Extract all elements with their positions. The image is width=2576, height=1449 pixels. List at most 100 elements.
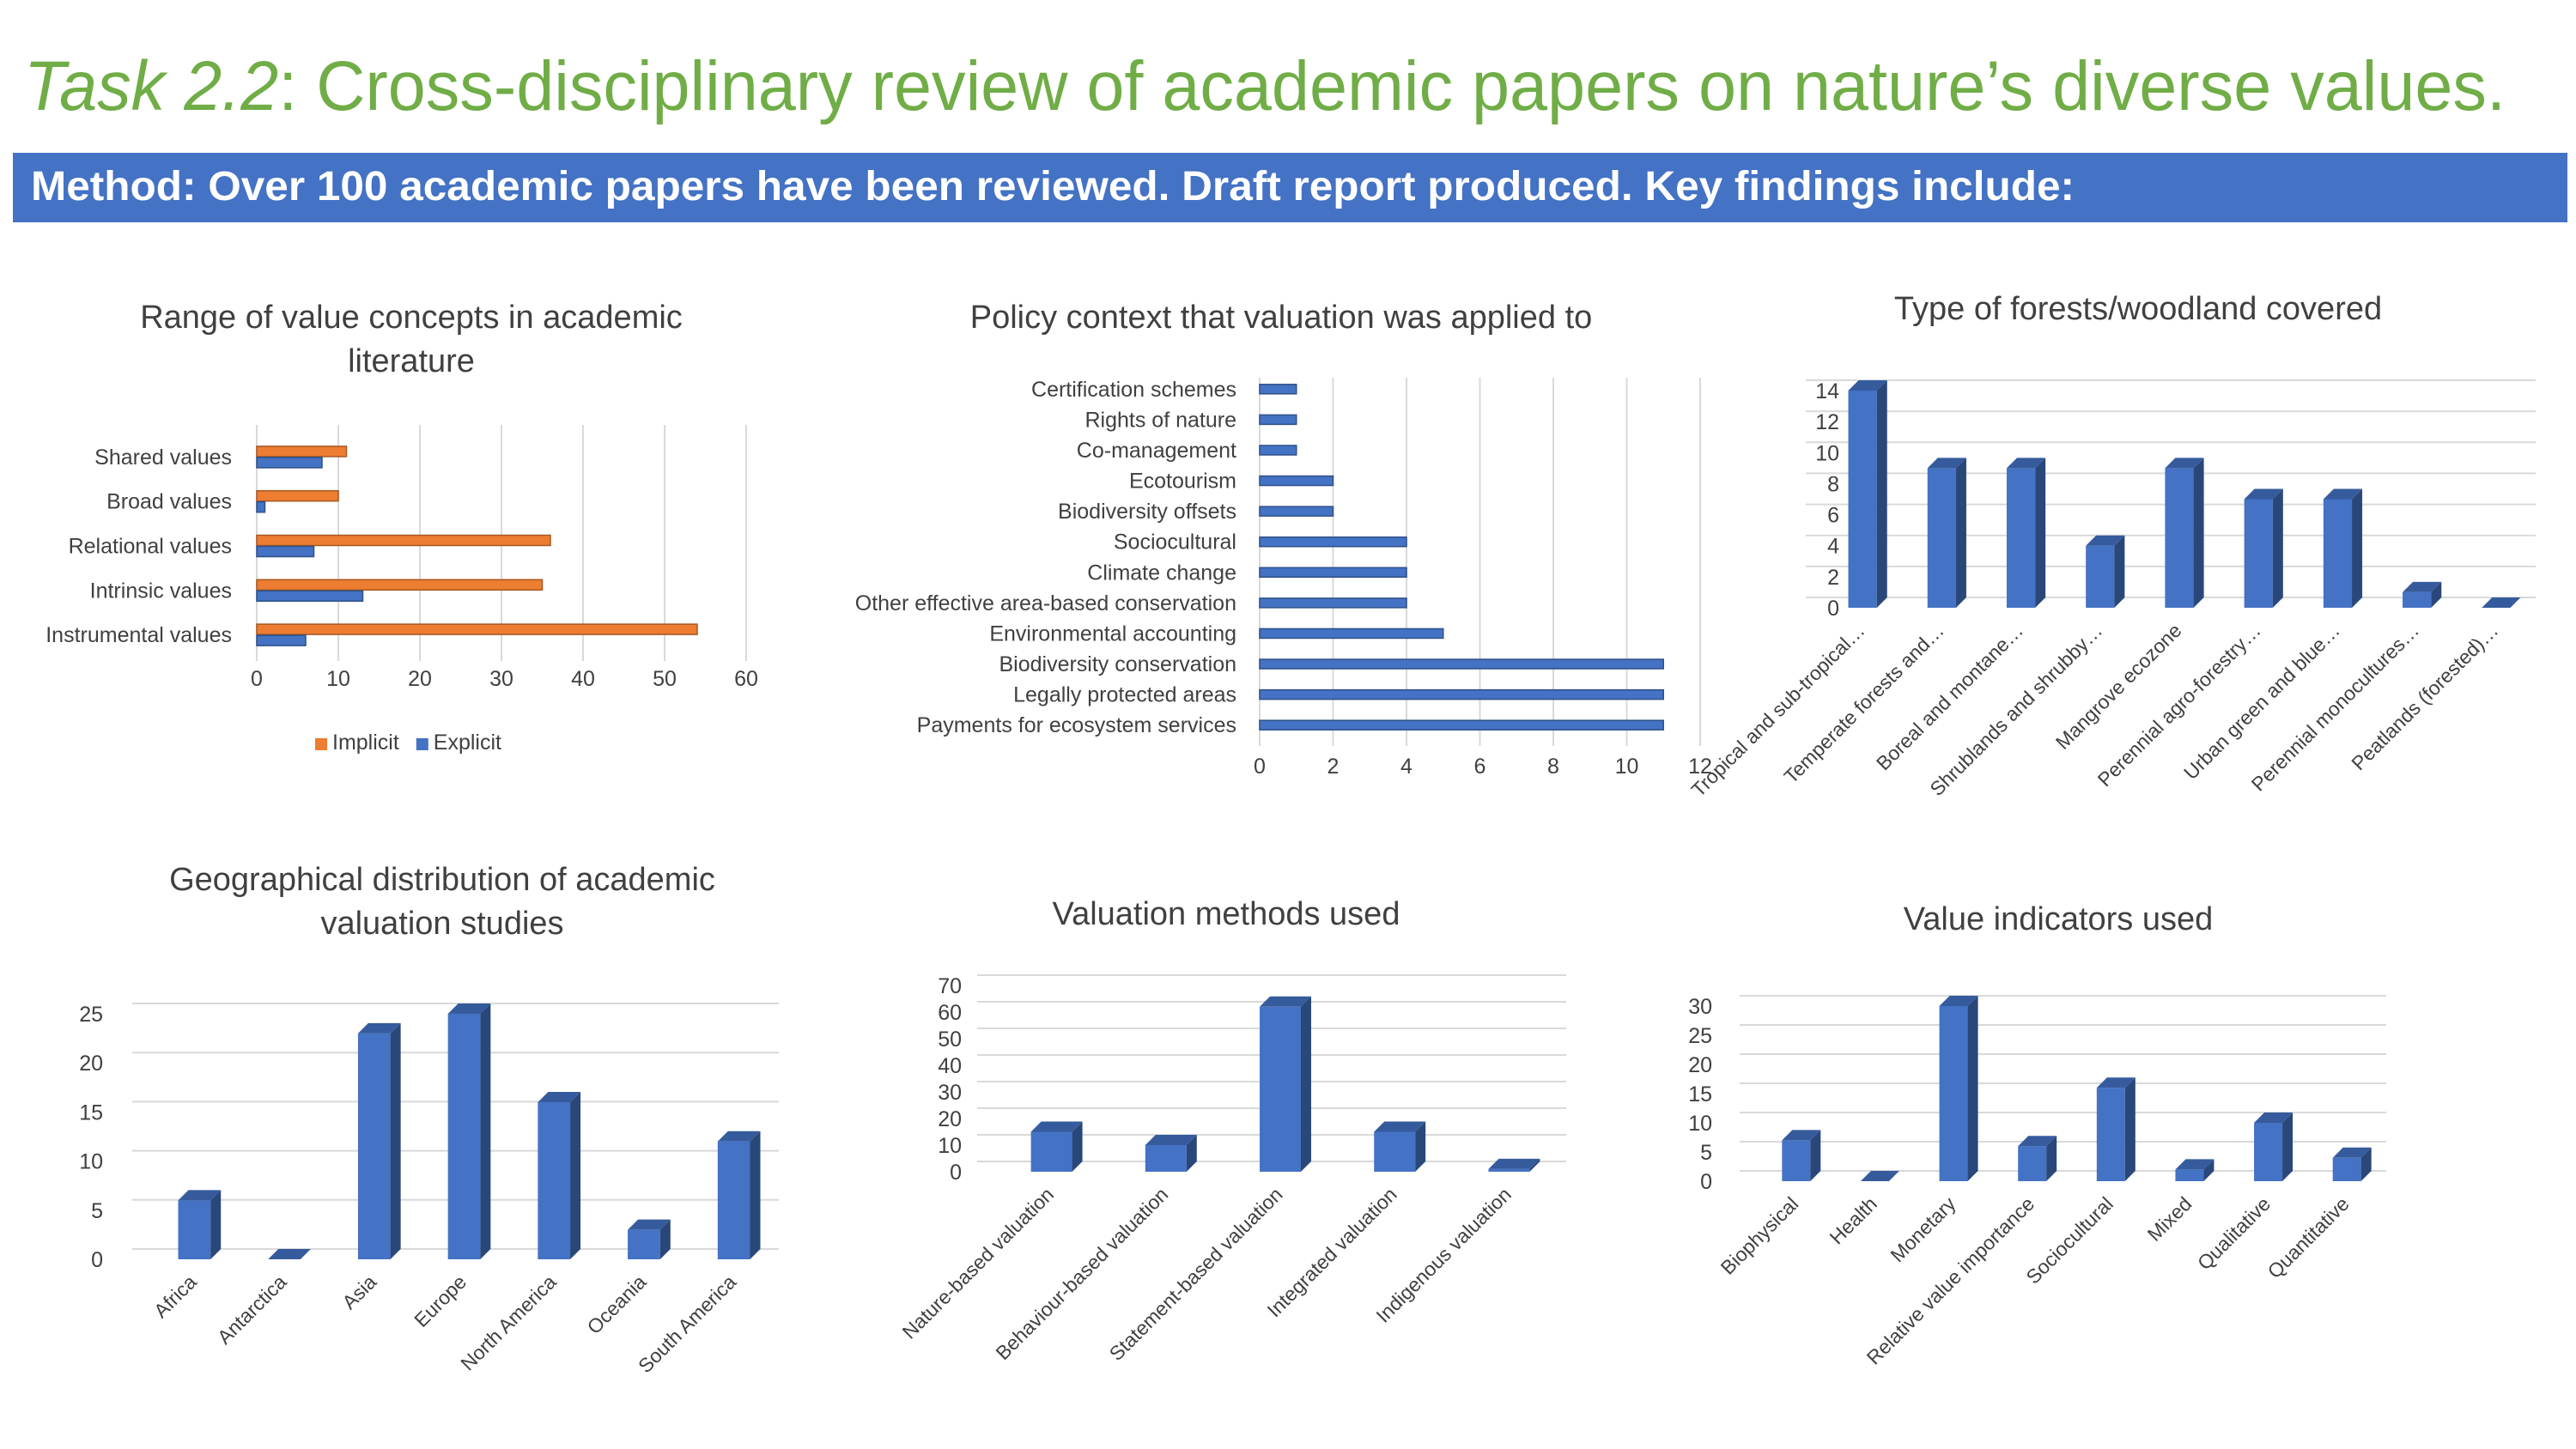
bar-side [390, 1022, 401, 1259]
bar-side [1876, 380, 1887, 608]
bar-front [1782, 1140, 1811, 1181]
bar-front [538, 1101, 571, 1259]
bar [717, 1131, 761, 1259]
bar-top [2254, 1113, 2293, 1123]
bar [1939, 996, 1978, 1181]
chart-title-box: Type of forests/woodland covered [1893, 291, 2383, 327]
bar [2403, 581, 2442, 608]
bar-front [2086, 545, 2115, 608]
bar-front [1030, 1131, 1072, 1172]
chart-title: Range of value concepts in academic lite… [140, 300, 683, 380]
x-tick-label: Integrated valuation [1262, 1183, 1400, 1321]
x-tick-label: 8 [1547, 755, 1559, 779]
x-tick-label: 60 [734, 667, 758, 691]
y-tick-label: 50 [938, 1028, 962, 1052]
bar [1860, 1171, 1899, 1181]
bar-side [1967, 996, 1978, 1181]
x-tick-label: 50 [653, 667, 677, 691]
x-tick-label: 2 [1327, 755, 1340, 779]
bar [2018, 1136, 2057, 1181]
x-tick-label: 6 [1474, 755, 1486, 779]
bar-top [2244, 488, 2283, 500]
bar [2175, 1159, 2215, 1181]
y-tick-label: 14 [1815, 379, 1839, 403]
bar [2086, 535, 2125, 608]
bar [538, 1091, 581, 1259]
bar-top [2175, 1159, 2215, 1170]
bar-front [178, 1200, 211, 1259]
bar [178, 1190, 222, 1259]
bar-top [1927, 458, 1966, 469]
bar [1259, 536, 1407, 548]
x-tick-label: 40 [571, 667, 595, 691]
y-tick-label: 5 [1700, 1141, 1712, 1165]
x-tick-label: 30 [489, 667, 513, 691]
bar-front [447, 1014, 481, 1259]
y-tick-label: Other effective area-based conservation [855, 591, 1236, 615]
y-tick-label: Biodiversity conservation [999, 652, 1236, 676]
bar-side [659, 1219, 671, 1259]
bar-side [2035, 458, 2046, 608]
y-tick-label: Sociocultural [1114, 530, 1236, 555]
bar-front [1145, 1145, 1187, 1172]
chart-title: Type of forests/woodland covered [1893, 291, 2383, 327]
title-text: : Cross-disciplinary review of academic … [278, 47, 2506, 125]
y-tick-label: 0 [1700, 1170, 1712, 1194]
y-tick-label: 10 [938, 1134, 962, 1158]
bar-side [2124, 1077, 2136, 1181]
bar [2254, 1113, 2293, 1181]
bar-side [1300, 996, 1311, 1172]
x-tick-label: Temperate forests and… [1779, 619, 1947, 787]
bar [256, 590, 364, 603]
y-tick-label: 25 [79, 1003, 103, 1027]
bar-top [1374, 1121, 1426, 1132]
bar [1927, 458, 1966, 608]
bar-top [1145, 1135, 1197, 1145]
bar-side [2272, 488, 2283, 608]
x-tick-label: Health [1826, 1192, 1881, 1248]
y-tick-label: 20 [938, 1107, 962, 1131]
bar-side [2431, 581, 2442, 608]
bar-front [1927, 468, 1956, 608]
bar-front [2018, 1146, 2047, 1181]
y-tick-label: Legally protected areas [1013, 683, 1236, 707]
y-tick-label: 70 [938, 974, 962, 998]
x-tick-label: Africa [149, 1270, 201, 1322]
bar-top [178, 1190, 222, 1201]
bar-side [1955, 458, 1966, 608]
bar [1259, 627, 1444, 640]
bar-front [628, 1229, 660, 1259]
bar-side [2114, 535, 2125, 608]
bar [1259, 506, 1334, 517]
bar-front [2254, 1123, 2283, 1181]
bar-top [2323, 488, 2363, 500]
bar [1259, 475, 1334, 487]
y-tick-label: 30 [938, 1081, 962, 1105]
y-tick-label: Certification schemes [1031, 378, 1236, 402]
bar [268, 1249, 311, 1259]
y-tick-label: 40 [938, 1054, 962, 1078]
bar-side [2046, 1136, 2057, 1181]
legend-label: Implicit [332, 731, 399, 755]
bar-front [1939, 1006, 1968, 1181]
x-tick-label: 20 [408, 667, 432, 691]
bar-side [1529, 1158, 1540, 1172]
bar-front [1374, 1131, 1416, 1172]
bar-top [628, 1219, 671, 1230]
bar [1782, 1130, 1821, 1181]
title-task: Task 2.2 [24, 47, 278, 125]
x-tick-label: Europe [410, 1270, 471, 1331]
legend-label: Explicit [434, 731, 501, 755]
bar [1374, 1121, 1426, 1172]
bar-front [2165, 468, 2194, 608]
chart-title: Valuation methods used [1052, 896, 1400, 932]
bar-front [357, 1033, 391, 1259]
bar [1259, 567, 1407, 579]
bar-front [1488, 1168, 1530, 1172]
x-tick-label: 0 [251, 667, 263, 691]
bar-top [538, 1091, 581, 1102]
bar-front [2244, 499, 2273, 608]
bar [447, 1003, 491, 1259]
bar-front [1848, 391, 1877, 608]
